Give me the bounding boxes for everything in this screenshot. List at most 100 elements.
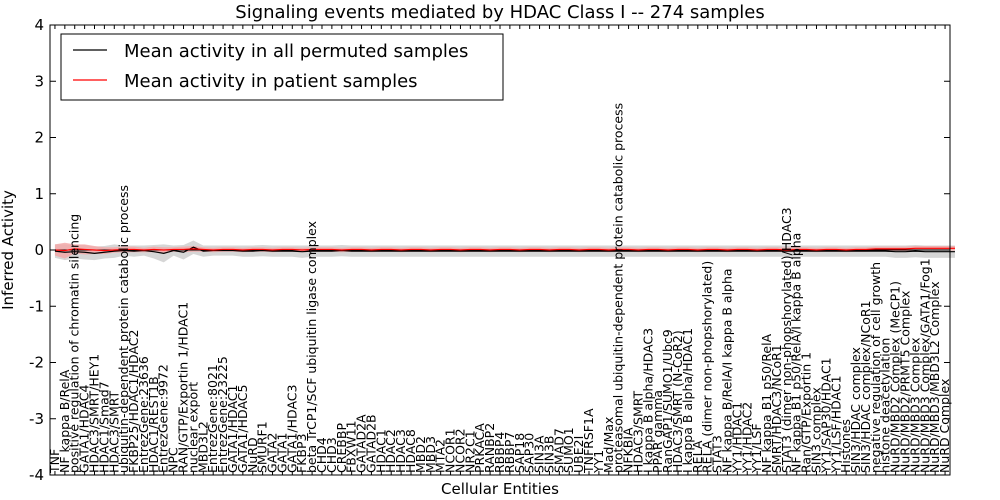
x-category-label: RanGAP1/SUMO1/Ubc9 [660,329,675,473]
x-category-label: EntrezGene:23225 [215,356,230,473]
x-category-label: ubiquitin-dependent protein catabolic pr… [116,185,131,473]
x-category-label: MTA2 [433,439,448,473]
x-category-label: YY1/HDAC1 [729,402,744,474]
x-category-label: EntrezGene:8021 [205,364,220,473]
x-category-label: TNF [47,449,62,474]
x-category-label: proteasomal ubiquitin-dependent protein … [611,103,626,473]
x-category-label: CHD3 [324,437,339,473]
x-category-label: beta TrCP1/SCF ubiquitin ligase complex [304,221,319,473]
x-category-label: GATA2 [265,433,280,473]
x-category-label: HDAC3/SMRT (N-CoR2) [670,330,685,473]
x-category-label: NuRD/MBD2 Complex (MeCP1) [888,281,903,473]
x-category-label: CREBBP [334,423,349,473]
x-category-label: GATAD2B [363,414,378,473]
y-tick-label: 4 [34,16,44,34]
x-axis-label: Cellular Entities [441,480,559,498]
x-category-label: YY1/SAP30/HDAC1 [818,357,833,474]
x-category-label: Histones [838,419,853,473]
x-category-label: NF kappa B1 p50/RelA [759,333,774,473]
x-category-label: STAT3 [710,435,725,473]
y-axis-label: Inferred Activity [0,190,17,310]
x-category-label: positive regulation of chromatin silenci… [67,214,82,473]
x-category-label: STAT3 (dimer non-phopshorylated)/HDAC3 [779,207,794,473]
x-category-label: PRKACA [472,423,487,473]
x-category-label: NuRD Complex [937,379,952,473]
x-category-label: YY1/LSF [749,423,764,474]
x-category-label: YY1/LSF/HDAC1 [828,375,843,474]
x-category-label: SMURF1 [255,421,270,473]
x-category-label: EntrezGene:9972 [156,364,171,473]
x-category-label: SAP18 [512,433,527,473]
x-category-label: HDAC1/Smad7 [96,381,111,473]
x-category-label: NF kappa B/RelA [57,369,72,473]
x-category-label: SMAD7 [551,428,566,473]
x-category-label: I kappa B alpha/HDAC3 [640,328,655,473]
series-line-permuted [54,246,955,254]
x-category-label: HDAC8 [403,429,418,473]
y-tick-label: 2 [34,129,44,147]
legend-box [60,33,504,101]
x-category-label: RBBP4 [492,432,507,473]
x-category-label: NuRD/MBD3/MBD3L2 Complex [927,281,942,473]
y-tick-label: -1 [29,297,44,315]
x-category-label: HDAC1 [373,429,388,473]
x-category-label: NuRD/MBD3 Complex/GATA1/Fog1 [917,258,932,473]
plot-frame [49,24,951,476]
x-category-label: NFKBIA [621,427,636,473]
x-category-label: HDAC3/SMRT [630,390,645,473]
x-category-label: Mad/Max [601,417,616,473]
x-category-label: RELA (dimer non-phopshorylated) [700,261,715,473]
x-category-label: FKBP25/HDAC1/HDAC2 [126,330,141,473]
x-category-label: MBD2 [413,436,428,473]
legend-label-permuted: Mean activity in all permuted samples [124,41,468,62]
x-category-label: YY1/HDAC2 [739,402,754,474]
x-category-label: RANBP2 [482,423,497,473]
x-category-label: FBXW11 [344,420,359,473]
x-category-label: NCOR2 [452,428,467,473]
x-category-label: NF kappa B1 p50/RelA/I kappa B alpha [789,233,804,473]
x-category-label: Ran/GTP/Exportin 1 [799,352,814,473]
x-category-label: SIN3B [541,436,556,474]
y-tick-label: 3 [34,72,44,90]
x-category-label: NPC [166,447,181,473]
x-category-label: PPAR gamma [650,390,665,473]
x-category-label: negative regulation of cell growth [868,262,883,473]
x-category-label: NCOR1 [443,428,458,473]
x-category-label: NuRD [245,437,260,473]
x-category-label: GATA1/HDAC5 [235,385,250,473]
x-category-label: NuRD/MBD2/PRMT5 Complex [897,291,912,473]
x-category-label: NF kappa B/RelA/I kappa B alpha [719,268,734,473]
x-category-label: RBBP7 [502,432,517,473]
x-axis-ticks [54,25,946,475]
legend: Mean activity in all permuted samples Me… [60,33,504,101]
x-category-label: NuRD/MBD3 Complex [907,337,922,473]
x-category-label: SIN3/HDAC complex/NCoR1 [858,300,873,473]
y-axis-ticks: -4 -3 -2 -1 0 1 2 3 4 [29,16,950,484]
series-line-patient [54,247,955,252]
x-category-label: YY1 [591,450,606,474]
x-category-label: GATAD2A [354,414,369,473]
x-category-label: I kappa B alpha/HDAC1 [680,328,695,473]
x-category-label: GATA1/HDAC3 [284,385,299,473]
x-category-label: HDAC1/REST1B [146,376,161,473]
x-category-label: FKBP3 [294,434,309,473]
x-category-label: RELA [690,440,705,473]
y-tick-label: -3 [29,410,44,428]
x-category-label: histone deacetylation [878,338,893,473]
x-category-label: MBD3 [423,436,438,473]
x-category-label: GATA1/HDAC1 [225,385,240,473]
x-category-label: HDAC3/SMRT/HEY1 [87,354,102,473]
x-category-label: SIN3 complex [808,387,823,473]
x-category-label: GATA1/HDAC4 [77,384,92,473]
x-category-label: NR2C1 [462,430,477,473]
x-category-label: nuclear export [185,382,200,473]
y-tick-label: 0 [34,241,44,259]
y-tick-label: -2 [29,354,44,372]
x-category-label: HDAC3 [393,429,408,473]
y-tick-label: -4 [29,466,44,484]
x-category-label: SMRT/HDAC3/NCoR1 [769,344,784,473]
legend-label-patient: Mean activity in patient samples [124,71,418,92]
x-category-label: CHD4 [314,437,329,473]
